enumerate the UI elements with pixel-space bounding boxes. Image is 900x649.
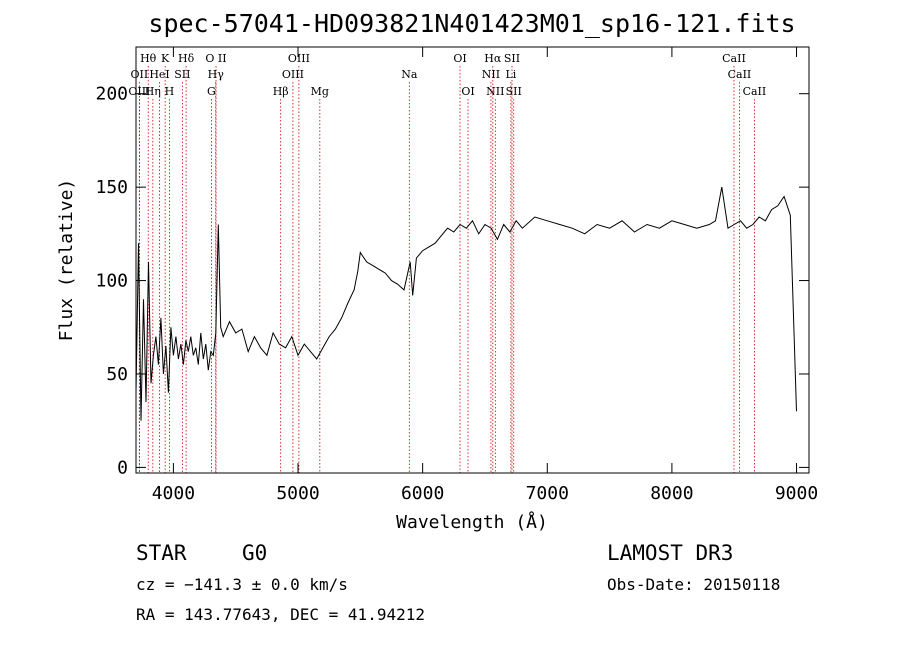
- obs-date-readout: Obs-Date: 20150118: [607, 575, 780, 594]
- y-axis-label: Flux (relative): [56, 179, 77, 342]
- x-axis-label: Wavelength (Å): [396, 511, 548, 533]
- y-tick-label: 150: [95, 177, 128, 198]
- spectral-line-label: OII: [131, 68, 149, 81]
- x-axis-ticks: 4000 5000 6000 7000 8000 9000: [152, 47, 818, 504]
- spectral-line-label: CaII: [722, 52, 746, 65]
- spectral-line-label: Hα: [484, 52, 502, 65]
- spectral-line-label: K: [161, 52, 170, 65]
- y-tick-label: 0: [117, 457, 128, 478]
- spectral-line-label: G: [207, 85, 216, 98]
- y-tick-label: 100: [95, 271, 128, 292]
- spectral-line-label: OIII: [288, 52, 310, 65]
- spectrum-series-line: [135, 187, 797, 421]
- spectral-line-label: OI: [461, 85, 474, 98]
- subclass-label: G0: [242, 541, 267, 565]
- spectral-line-label: OIII: [128, 85, 150, 98]
- x-tick-label: 5000: [276, 483, 319, 504]
- y-tick-label: 50: [106, 364, 128, 385]
- spectral-line-label: CaII: [743, 85, 767, 98]
- x-tick-label: 7000: [526, 483, 569, 504]
- spectral-line-label: NII: [486, 85, 504, 98]
- spectral-line-label: Hθ: [140, 52, 157, 65]
- spectral-line-label: Hγ: [208, 68, 225, 81]
- spectral-line-label: Li: [505, 68, 516, 81]
- spectral-line-label: OI: [453, 52, 466, 65]
- class-label: STAR: [136, 541, 187, 565]
- chart-title: spec-57041-HD093821N401423M01_sp16-121.f…: [148, 9, 795, 38]
- y-tick-label: 200: [95, 84, 128, 105]
- survey-label: LAMOST DR3: [607, 541, 733, 565]
- spectral-line-label: Hη: [145, 85, 161, 98]
- y-axis-ticks: 0 50 100 150 200: [95, 84, 809, 478]
- spectral-line-label: Na: [401, 68, 418, 81]
- spectral-line-label: Hδ: [178, 52, 195, 65]
- plot-frame: [135, 46, 810, 474]
- spectral-line-label: CaII: [728, 68, 752, 81]
- x-tick-label: 6000: [401, 483, 444, 504]
- spectral-line-label: O II: [205, 52, 226, 65]
- spectral-line-label: Hβ: [273, 85, 289, 98]
- coordinates-readout: RA = 143.77643, DEC = 41.94212: [136, 605, 425, 624]
- redshift-readout: cz = −141.3 ± 0.0 km/s: [136, 575, 348, 594]
- spectral-line-label: H: [165, 85, 175, 98]
- spectral-line-label: SII: [506, 85, 522, 98]
- x-tick-label: 9000: [775, 483, 818, 504]
- spectral-line-markers: [138, 66, 755, 473]
- x-tick-label: 4000: [152, 483, 195, 504]
- spectral-line-label: NII: [482, 68, 500, 81]
- x-tick-label: 8000: [650, 483, 693, 504]
- spectral-line-label: SII: [504, 52, 520, 65]
- spectral-line-label: OIII: [282, 68, 304, 81]
- spectral-line-label: Mg: [311, 85, 329, 98]
- spectral-line-label: SII: [174, 68, 190, 81]
- spectral-line-label: HeI: [149, 68, 169, 81]
